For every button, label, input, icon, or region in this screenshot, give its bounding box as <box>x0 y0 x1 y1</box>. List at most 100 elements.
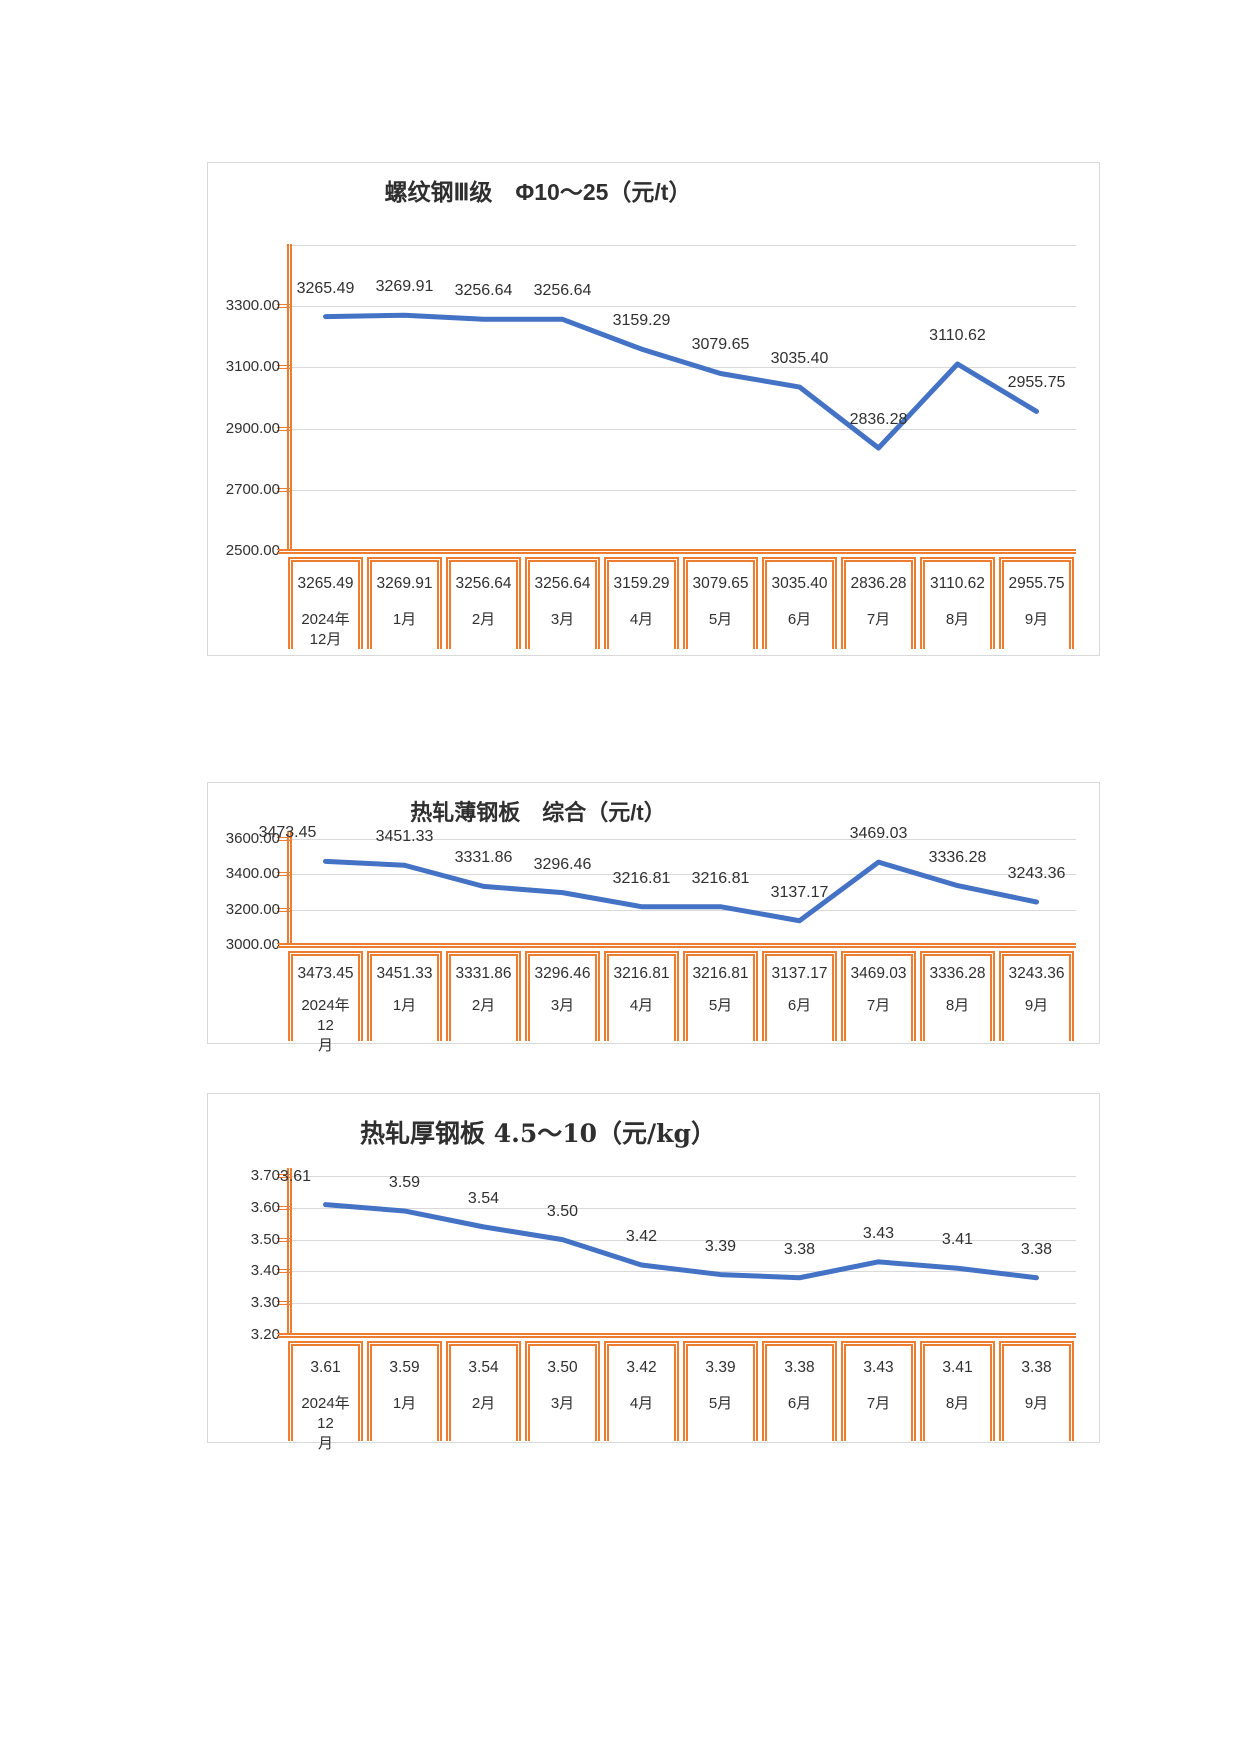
table-value: 3256.64 <box>455 575 512 592</box>
y-axis-tick-label: 3600.00 <box>225 830 280 847</box>
y-axis-tick <box>277 1205 291 1210</box>
y-axis-tick <box>277 426 291 431</box>
table-column: 3269.91 1月 <box>367 557 442 649</box>
table-month-label: 5月 <box>708 611 733 628</box>
chart-title: 热轧薄钢板 综合（元/t） <box>410 800 666 825</box>
gridline <box>286 839 1076 840</box>
table-column: 3296.46 3月 <box>525 951 600 1041</box>
table-value: 3469.03 <box>850 965 907 982</box>
table-column: 3331.86 2月 <box>446 951 521 1041</box>
table-value: 3079.65 <box>692 575 749 592</box>
table-column: 3243.36 9月 <box>999 951 1074 1041</box>
gridline <box>286 909 1076 911</box>
table-month-label: 3月 <box>550 1395 575 1412</box>
data-label: 3296.46 <box>533 855 592 873</box>
table-month-label: 6月 <box>787 611 812 628</box>
y-axis-tick-label: 3.70 <box>250 1167 280 1184</box>
y-axis-tick <box>277 365 291 370</box>
table-month-label: 3月 <box>550 611 575 628</box>
table-column: 3.54 2月 <box>446 1341 521 1441</box>
table-column: 3.39 5月 <box>683 1341 758 1441</box>
data-label: 3256.64 <box>533 282 592 300</box>
data-label: 3110.62 <box>929 326 986 344</box>
chart-rebar-grade3: 螺纹钢Ⅲ级 Φ10～25（元/t） 3300.00 3100.00 2900.00 2… <box>207 162 1100 656</box>
table-value: 3.38 <box>1021 1359 1052 1376</box>
table-value: 3243.36 <box>1008 965 1065 982</box>
y-axis-tick-label: 3200.00 <box>225 900 280 918</box>
data-label: 3.59 <box>388 1173 421 1191</box>
data-label: 3.43 <box>862 1224 895 1242</box>
table-value: 3.41 <box>942 1359 973 1376</box>
table-column: 3110.62 8月 <box>920 557 995 649</box>
table-month-label: 7月 <box>866 611 891 628</box>
table-value: 3.42 <box>626 1359 657 1376</box>
table-month-label: 1月 <box>392 611 417 628</box>
y-axis-tick <box>277 487 291 492</box>
table-value: 3159.29 <box>613 575 670 592</box>
gridline <box>286 1271 1076 1273</box>
table-column: 2836.28 7月 <box>841 557 916 649</box>
table-value: 3473.45 <box>297 965 354 982</box>
table-month-label: 5月 <box>708 1395 733 1412</box>
data-label: 3.39 <box>704 1237 737 1255</box>
table-value: 3110.62 <box>930 575 985 592</box>
chart-title: 热轧厚钢板 4.5～10（元/kg） <box>360 1119 716 1148</box>
table-month-label: 2月 <box>471 997 496 1014</box>
table-month-label: 5月 <box>708 997 733 1014</box>
table-month-label: 1月 <box>392 1395 417 1412</box>
table-value: 3.59 <box>389 1359 420 1376</box>
table-column: 3137.17 6月 <box>762 951 837 1041</box>
table-column: 2955.75 9月 <box>999 557 1074 649</box>
table-column: 3079.65 5月 <box>683 557 758 649</box>
table-value: 3.43 <box>863 1359 894 1376</box>
data-label: 3269.91 <box>375 278 434 296</box>
y-axis-tick-label: 3.30 <box>250 1294 280 1312</box>
gridline <box>286 1176 1076 1177</box>
table-column: 3159.29 4月 <box>604 557 679 649</box>
data-label: 3216.81 <box>612 869 671 887</box>
x-axis-line <box>278 549 1076 554</box>
data-label: 3451.33 <box>375 828 434 846</box>
table-column: 3473.45 2024年12 月 <box>288 951 363 1054</box>
x-axis-line <box>278 1333 1076 1338</box>
data-label: 3216.81 <box>691 869 750 887</box>
table-month-label: 6月 <box>787 1395 812 1412</box>
chart-hot-rolled-thin-plate: 热轧薄钢板 综合（元/t） 3600.00 3400.00 3200.00 3000.… <box>207 782 1100 1054</box>
data-label: 3.38 <box>1020 1240 1053 1258</box>
gridline <box>286 1207 1076 1209</box>
y-axis-tick-label: 2700.00 <box>225 480 280 498</box>
data-label: 3.50 <box>546 1202 579 1220</box>
table-column: 3.43 7月 <box>841 1341 916 1441</box>
data-label: 3079.65 <box>691 336 750 354</box>
table-month-label: 2024年12 月 <box>301 997 350 1054</box>
data-label: 3265.49 <box>296 279 355 297</box>
y-axis-tick <box>277 1237 291 1242</box>
table-month-label: 3月 <box>550 997 575 1014</box>
y-axis-tick-label: 3000.00 <box>225 936 280 953</box>
table-value: 3.38 <box>784 1359 815 1376</box>
table-month-label: 4月 <box>629 997 654 1014</box>
data-label: 3.42 <box>625 1228 658 1246</box>
table-column: 3035.40 6月 <box>762 557 837 649</box>
table-value: 3.50 <box>547 1359 578 1376</box>
table-value: 3.39 <box>705 1359 736 1376</box>
y-axis-tick-label: 3.40 <box>250 1262 280 1280</box>
table-month-label: 7月 <box>866 1395 891 1412</box>
table-column: 3.59 1月 <box>367 1341 442 1441</box>
y-axis-tick-label: 3.50 <box>250 1230 280 1248</box>
y-axis-tick-label: 3.20 <box>250 1326 280 1343</box>
data-label: 2955.75 <box>1007 374 1066 392</box>
table-month-label: 4月 <box>629 611 654 628</box>
data-label: 3331.86 <box>454 849 513 867</box>
table-column: 3.42 4月 <box>604 1341 679 1441</box>
y-axis-tick-label: 3.60 <box>250 1198 280 1216</box>
table-value: 3296.46 <box>534 965 591 982</box>
y-axis-tick <box>277 872 291 877</box>
y-axis-line <box>287 831 292 945</box>
table-value: 3265.49 <box>297 575 354 592</box>
table-value: 3137.17 <box>771 965 828 982</box>
data-label: 3256.64 <box>454 282 513 300</box>
gridline <box>286 367 1076 369</box>
table-month-label: 2月 <box>471 611 496 628</box>
